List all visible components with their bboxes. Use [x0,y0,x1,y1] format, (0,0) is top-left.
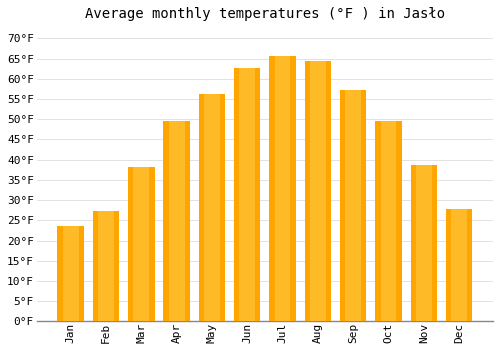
Bar [234,68,260,321]
Bar [93,211,120,321]
Bar [310,61,326,321]
Bar [304,61,331,321]
Bar [274,56,290,321]
Bar [451,209,467,321]
Bar [134,167,150,321]
Bar [270,56,296,321]
Bar [63,226,78,321]
Bar [58,226,84,321]
Bar [345,90,361,321]
Bar [164,121,190,321]
Bar [98,211,114,321]
Bar [340,90,366,321]
Bar [416,164,432,321]
Bar [410,164,437,321]
Bar [198,94,225,321]
Title: Average monthly temperatures (°F ) in Jasło: Average monthly temperatures (°F ) in Ja… [85,7,445,21]
Bar [128,167,154,321]
Bar [446,209,472,321]
Bar [380,121,396,321]
Bar [204,94,220,321]
Bar [240,68,255,321]
Bar [375,121,402,321]
Bar [168,121,184,321]
